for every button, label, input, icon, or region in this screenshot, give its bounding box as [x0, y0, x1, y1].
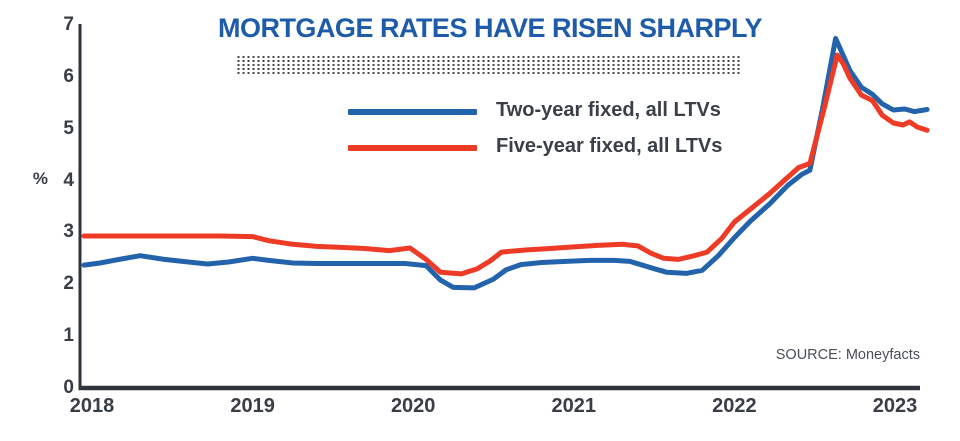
x-tick-2022: 2022 [712, 395, 757, 417]
x-tick-2018: 2018 [69, 395, 115, 417]
two-year-fixed-line [81, 35, 930, 291]
chart-title: MORTGAGE RATES HAVE RISEN SHARPLY [217, 13, 763, 43]
five-year-fixed-line [81, 52, 930, 277]
y-tick-6: 6 [63, 65, 74, 87]
x-tick-2021: 2021 [551, 395, 597, 417]
legend-label-two-year: Two-year fixed, all LTVs [496, 99, 721, 121]
y-tick-1: 1 [63, 325, 74, 347]
x-tick-2023: 2023 [872, 395, 918, 417]
y-axis-unit-label: % [32, 169, 48, 188]
y-tick-7: 7 [63, 13, 74, 35]
dotted-rule-decoration [236, 55, 740, 74]
legend-label-five-year: Five-year fixed, all LTVs [496, 135, 723, 157]
x-tick-2019: 2019 [230, 395, 275, 417]
two-year-line-swatch [348, 109, 477, 115]
five-year-line-swatch [348, 145, 477, 151]
y-tick-3: 3 [63, 221, 74, 243]
y-tick-0: 0 [63, 377, 74, 398]
y-tick-5: 5 [63, 117, 74, 139]
x-tick-2020: 2020 [390, 395, 436, 417]
y-tick-2: 2 [63, 273, 74, 295]
data-lines [81, 35, 930, 291]
source-credit: SOURCE: Moneyfacts [775, 347, 920, 363]
y-tick-4: 4 [63, 169, 74, 191]
